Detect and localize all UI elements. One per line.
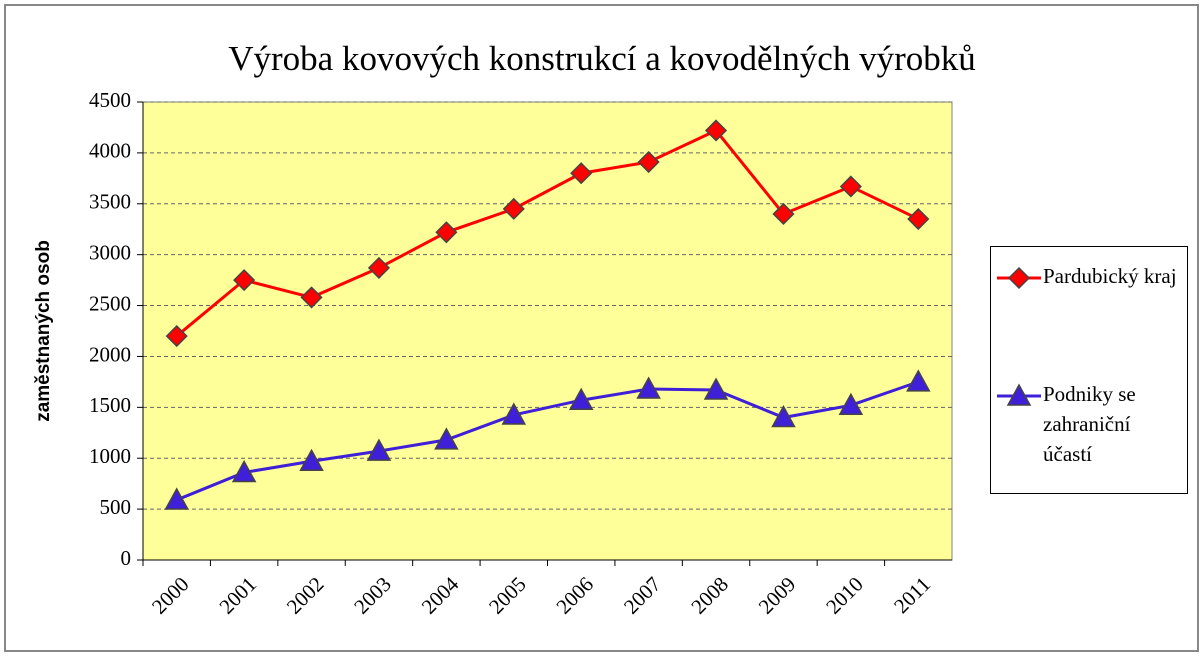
marker (502, 197, 525, 220)
legend-label: Pardubický kraj (1043, 264, 1177, 288)
y-tick-label: 500 (100, 495, 132, 519)
marker (501, 402, 527, 425)
legend-icon (997, 383, 1041, 406)
marker (435, 221, 458, 244)
marker (637, 150, 660, 174)
marker (772, 202, 795, 226)
marker (367, 256, 391, 279)
marker (434, 427, 459, 450)
marker (233, 269, 256, 292)
marker (570, 162, 593, 185)
y-tick-label: 3000 (89, 240, 131, 264)
y-tick-label: 4500 (89, 88, 131, 112)
marker (839, 175, 862, 198)
marker (704, 119, 728, 142)
marker (366, 438, 392, 461)
marker (568, 387, 594, 410)
marker (838, 392, 864, 416)
legend-label: Podniky se zahraniční účastí (1043, 382, 1136, 466)
y-axis-label: zaměstnaných osob (33, 240, 54, 422)
plot-area (142, 101, 953, 561)
marker (907, 207, 930, 231)
series-line (176, 380, 919, 502)
y-tick-label: 1000 (89, 444, 131, 468)
y-tick-label: 1500 (89, 393, 131, 417)
marker (906, 369, 931, 392)
y-tick-label: 3500 (89, 190, 131, 214)
marker (1006, 383, 1032, 406)
marker (771, 404, 796, 428)
marker (231, 459, 257, 483)
marker (165, 325, 188, 348)
marker (703, 377, 729, 400)
marker (299, 448, 324, 472)
y-tick-label: 4000 (89, 139, 131, 163)
marker (164, 487, 189, 510)
marker (300, 286, 323, 309)
y-tick-label: 2000 (89, 342, 131, 366)
series-line (175, 128, 919, 338)
chart-title: Výroba kovových konstrukcí a kovodělných… (228, 39, 976, 78)
marker (636, 376, 661, 399)
marker (1007, 266, 1031, 290)
legend: Pardubický kraj Podniky se zahraniční úča… (990, 246, 1188, 494)
legend-icon (997, 266, 1041, 290)
y-tick-label: 2500 (89, 291, 131, 315)
y-tick-label: 0 (121, 546, 132, 570)
